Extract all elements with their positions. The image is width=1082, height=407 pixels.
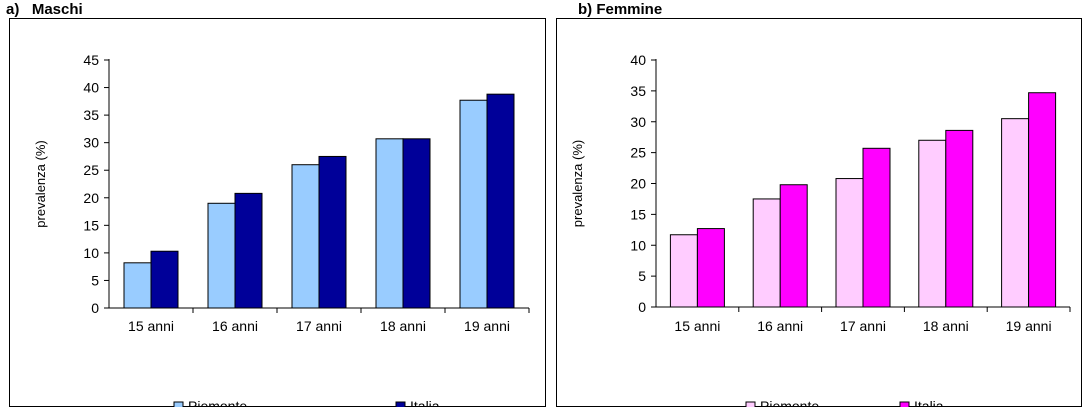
panel-title-femmine: b) Femmine (578, 1, 663, 18)
bar-italia-3 (862, 147, 891, 308)
y-tick-label: 0 (91, 300, 99, 316)
y-tick-label: 5 (638, 268, 646, 284)
y-axis-label: prevalenza (%) (570, 140, 585, 227)
y-tick-label: 30 (83, 135, 99, 151)
bar-italia-4 (945, 129, 974, 308)
y-tick-label: 5 (91, 272, 99, 288)
bar-italia-1 (150, 250, 179, 309)
bar-piemonte-2 (752, 198, 781, 308)
x-tick-label: 16 anni (757, 318, 803, 334)
x-tick-label: 16 anni (212, 318, 258, 334)
bar-italia-3 (318, 155, 347, 309)
y-tick-label: 35 (83, 107, 99, 123)
panel-title-maschi: a) Maschi (6, 1, 83, 18)
legend-swatch-italia (899, 401, 910, 407)
y-tick-label: 30 (630, 114, 646, 130)
x-tick-label: 15 anni (128, 318, 174, 334)
bar-italia-1 (696, 228, 725, 308)
y-tick-label: 0 (638, 299, 646, 315)
legend-swatch-piemonte (173, 401, 184, 407)
y-tick-label: 10 (630, 237, 646, 253)
legend: Piemonte Italia (745, 398, 944, 407)
y-tick-label: 10 (83, 245, 99, 261)
bar-piemonte-1 (669, 234, 698, 308)
x-tick-label: 18 anni (380, 318, 426, 334)
bar-piemonte-5 (459, 99, 488, 309)
bar-italia-5 (486, 93, 515, 309)
x-tick-label: 17 anni (296, 318, 342, 334)
bar-piemonte-1 (123, 262, 152, 309)
x-tick-label: 18 anni (923, 318, 969, 334)
y-axis-label: prevalenza (%) (33, 140, 48, 227)
bar-piemonte-4 (375, 138, 404, 309)
chart-femmine: 0 5 10 15 20 25 30 35 40 15 anni 16 anni 17 anni 18 … (570, 52, 1071, 407)
bar-piemonte-3 (291, 164, 320, 309)
y-tick-label: 35 (630, 83, 646, 99)
legend-label-piemonte: Piemonte (188, 398, 247, 407)
y-tick-label: 25 (630, 145, 646, 161)
bar-italia-5 (1028, 92, 1057, 308)
bar-piemonte-3 (835, 178, 864, 308)
x-tick-label: 15 anni (674, 318, 720, 334)
bar-italia-2 (779, 184, 808, 308)
y-tick-label: 45 (83, 52, 99, 68)
bar-italia-2 (234, 192, 263, 309)
chart-maschi: 0 5 10 15 20 25 30 35 40 45 15 anni 16 anni 17 anni 1… (33, 52, 530, 407)
bar-piemonte-4 (918, 139, 947, 308)
x-tick-label: 17 anni (840, 318, 886, 334)
legend-label-piemonte: Piemonte (760, 398, 819, 407)
y-tick-label: 20 (630, 176, 646, 192)
bar-piemonte-2 (207, 202, 236, 309)
legend-label-italia: Italia (914, 398, 944, 407)
legend-swatch-italia (395, 401, 406, 407)
bar-piemonte-5 (1001, 118, 1030, 308)
y-tick-label: 15 (630, 206, 646, 222)
y-tick-label: 40 (83, 80, 99, 96)
legend-swatch-piemonte (745, 401, 756, 407)
y-tick-label: 25 (83, 162, 99, 178)
x-tick-label: 19 anni (464, 318, 510, 334)
legend: Piemonte Italia (173, 398, 440, 407)
bar-italia-4 (402, 138, 431, 309)
legend-label-italia: Italia (410, 398, 440, 407)
y-tick-label: 15 (83, 217, 99, 233)
x-tick-label: 19 anni (1006, 318, 1052, 334)
y-tick-label: 40 (630, 52, 646, 68)
y-tick-label: 20 (83, 190, 99, 206)
